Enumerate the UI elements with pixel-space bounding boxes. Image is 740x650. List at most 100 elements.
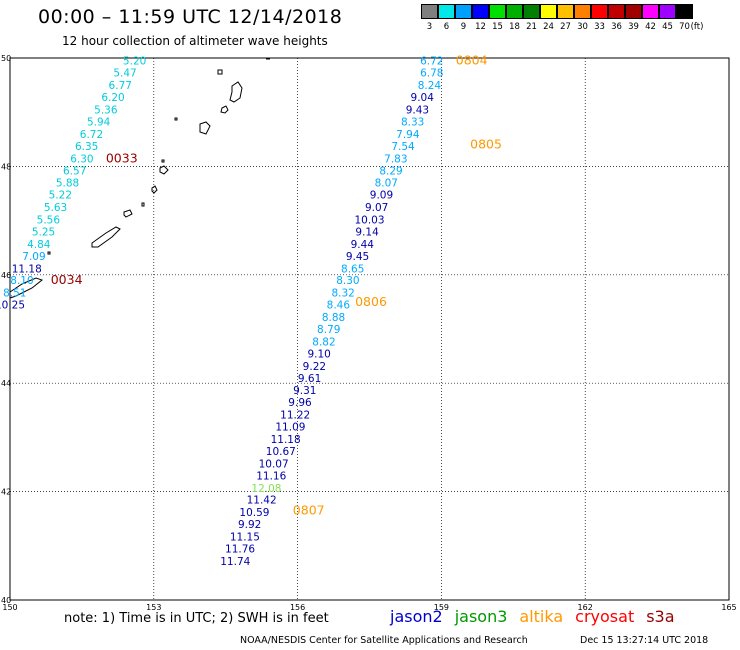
legend-entry-jason2: jason2 [390, 607, 443, 626]
color-swatch [574, 4, 591, 19]
island-outline [91, 226, 121, 248]
satellite-legend: jason2 jason3 altika cryosat s3a [390, 607, 687, 626]
swh-value: 9.10 [307, 348, 330, 360]
color-scale-label: 30 [577, 22, 588, 32]
pass-label: 0033 [106, 150, 138, 165]
swh-value: 9.07 [365, 202, 388, 214]
swh-value: 5.36 [94, 104, 118, 116]
swh-value: 6.72 [420, 56, 443, 68]
lat-tick-label: 40 [1, 596, 11, 605]
swh-value: 7.94 [396, 129, 420, 141]
color-swatch [523, 4, 540, 19]
swh-value: 9.92 [238, 519, 261, 531]
swh-value: 6.30 [70, 153, 93, 165]
color-swatch [557, 4, 574, 19]
color-scale-label: 6 [443, 22, 450, 32]
swh-value: 7.83 [384, 153, 407, 165]
swh-value: 5.47 [113, 68, 136, 80]
swh-value: 5.63 [44, 202, 67, 214]
swh-value: 6.57 [63, 166, 86, 178]
swh-value: 5.94 [87, 116, 111, 128]
color-swatch [591, 4, 608, 19]
swh-value: 11.22 [280, 410, 310, 422]
color-scale-labels: 3 6 9 12 15 18 21 24 27 30 33 36 39 42 45 70 (ft) [421, 22, 740, 34]
swh-value: 9.96 [288, 397, 312, 409]
swh-value: 9.31 [293, 385, 316, 397]
swh-value: 8.88 [322, 312, 345, 324]
swh-value: 8.07 [375, 178, 398, 190]
lat-tick-label: 50 [1, 54, 11, 63]
color-swatch [421, 4, 438, 19]
color-swatch [472, 4, 489, 19]
swh-value: 5.88 [56, 178, 79, 190]
color-scale-label: 3 [426, 22, 433, 32]
swh-value: 8.29 [379, 166, 402, 178]
pass-label: 0805 [470, 137, 502, 152]
legend-entry-s3a: s3a [646, 607, 675, 626]
island-outline [9, 277, 44, 299]
swh-value: 10.25 [0, 300, 25, 312]
island-outline [199, 121, 211, 135]
legend-entry-cryosat: cryosat [575, 607, 635, 626]
color-swatch [438, 4, 455, 19]
lon-tick-label: 150 [2, 603, 17, 612]
swh-value: 8.65 [341, 263, 364, 275]
swh-value: 11.15 [230, 532, 260, 544]
generated-timestamp: Dec 15 13:27:14 UTC 2018 [580, 635, 709, 646]
swh-value: 8.51 [3, 288, 26, 300]
island-outline [161, 159, 165, 163]
swh-value: 6.78 [420, 68, 443, 80]
lon-tick-label: 156 [290, 603, 305, 612]
pass-label: 0807 [293, 503, 325, 518]
swh-value: 6.35 [75, 141, 98, 153]
swh-value: 9.43 [406, 104, 429, 116]
swh-value: 8.30 [336, 275, 359, 287]
island-outline [217, 69, 223, 75]
swh-value: 8.10 [10, 275, 33, 287]
swh-value: 7.54 [391, 141, 415, 153]
swh-value: 8.33 [401, 116, 424, 128]
swh-value: 8.79 [317, 324, 340, 336]
pass-label: 0804 [456, 53, 488, 68]
pass-label: 0806 [355, 294, 387, 309]
swh-value: 6.72 [80, 129, 103, 141]
legend-entry-jason3: jason3 [454, 607, 508, 626]
color-scale-bar [421, 4, 693, 19]
swh-value: 10.67 [266, 446, 296, 458]
color-swatch [489, 4, 506, 19]
swh-value: 6.77 [109, 80, 132, 92]
swh-value: 10.59 [239, 507, 269, 519]
swh-value: 11.09 [275, 422, 305, 434]
lat-tick-label: 48 [1, 162, 11, 171]
island-outline [229, 81, 243, 103]
swh-value: 5.22 [49, 190, 72, 202]
swh-value: 11.74 [220, 556, 250, 568]
color-scale-label: 21 [526, 22, 537, 32]
footnote: note: 1) Time is in UTC; 2) SWH is in fe… [64, 611, 329, 626]
swh-value: 8.46 [327, 300, 351, 312]
swh-value: 10.07 [259, 458, 289, 470]
color-scale-label: 45 [662, 22, 673, 32]
swh-value: 9.44 [351, 239, 375, 251]
swh-value: 8.24 [418, 80, 442, 92]
swh-value: 9.45 [346, 251, 369, 263]
chart-title: 00:00 – 11:59 UTC 12/14/2018 [38, 6, 343, 28]
swh-value: 11.16 [256, 470, 286, 482]
pass-label: 0034 [51, 272, 83, 287]
color-scale-label: 12 [475, 22, 486, 32]
map-frame [9, 57, 730, 601]
island-outline [47, 251, 51, 255]
color-scale-label: 39 [628, 22, 639, 32]
island-outline [123, 209, 133, 218]
color-scale-label: 9 [460, 22, 467, 32]
color-scale-label: 27 [560, 22, 571, 32]
island-outline [220, 105, 229, 114]
color-swatch [642, 4, 659, 19]
swh-value: 9.22 [303, 361, 326, 373]
lat-tick-label: 44 [1, 379, 11, 388]
swh-value: 9.09 [370, 190, 393, 202]
chart-subtitle: 12 hour collection of altimeter wave hei… [62, 34, 328, 48]
swh-value: 7.09 [22, 251, 45, 263]
swh-value: 6.20 [101, 92, 124, 104]
color-scale-unit: (ft) [690, 22, 704, 32]
